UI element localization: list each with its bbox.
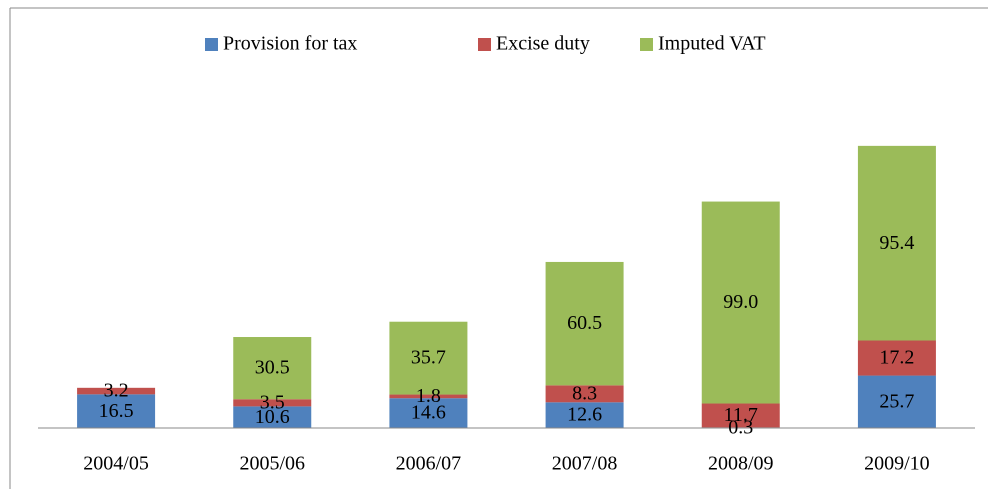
- bar-segment: [233, 399, 312, 407]
- data-label: 35.7: [411, 347, 446, 369]
- data-label: 17.2: [879, 347, 914, 369]
- data-label: 3.2: [104, 380, 129, 402]
- legend-swatch: [478, 38, 491, 51]
- legend-label: Imputed VAT: [658, 33, 766, 55]
- data-label: 1.8: [416, 385, 441, 407]
- legend-swatch: [205, 38, 218, 51]
- x-tick-label: 2009/10: [864, 453, 930, 475]
- data-label: 0.3: [728, 416, 753, 438]
- bar-segment: [77, 394, 156, 428]
- x-tick-label: 2006/07: [396, 453, 462, 475]
- bar-segment: [857, 340, 936, 376]
- bar-segment: [545, 261, 624, 386]
- data-label: 3.5: [260, 391, 285, 413]
- bar-segment: [701, 201, 780, 404]
- x-tick-label: 2008/09: [708, 453, 774, 475]
- data-label: 8.3: [572, 382, 597, 404]
- bar-segment: [857, 145, 936, 341]
- bar-segment: [545, 385, 624, 403]
- data-label: 25.7: [879, 390, 914, 412]
- data-label: 99.0: [723, 291, 758, 313]
- data-label: 16.5: [99, 400, 134, 422]
- data-label: 14.6: [411, 402, 446, 424]
- data-label: 12.6: [567, 404, 602, 426]
- legend-label: Excise duty: [496, 33, 590, 55]
- bar-segment: [545, 402, 624, 428]
- legend-label: Provision for tax: [223, 33, 357, 55]
- data-label: 95.4: [879, 232, 914, 254]
- bars: [77, 145, 936, 428]
- bar-segment: [389, 398, 468, 428]
- data-label: 10.6: [255, 406, 290, 428]
- bar-segment: [389, 394, 468, 399]
- legend-swatch: [640, 38, 653, 51]
- bar-segment: [233, 337, 312, 400]
- bar-segment: [389, 321, 468, 395]
- x-tick-label: 2004/05: [83, 453, 149, 475]
- bar-segment: [233, 406, 312, 428]
- bar-segment: [77, 387, 156, 395]
- bar-segment: [701, 403, 780, 428]
- x-tick-label: 2005/06: [239, 453, 305, 475]
- data-label: 60.5: [567, 312, 602, 334]
- data-label: 11.7: [724, 404, 758, 426]
- data-label: 30.5: [255, 357, 290, 379]
- labels: 2004/05 16.53.2 2005/06 10.63.5 30.5 2006/07 1…: [83, 232, 929, 475]
- bar-segment: [857, 375, 936, 428]
- x-tick-label: 2007/08: [552, 453, 618, 475]
